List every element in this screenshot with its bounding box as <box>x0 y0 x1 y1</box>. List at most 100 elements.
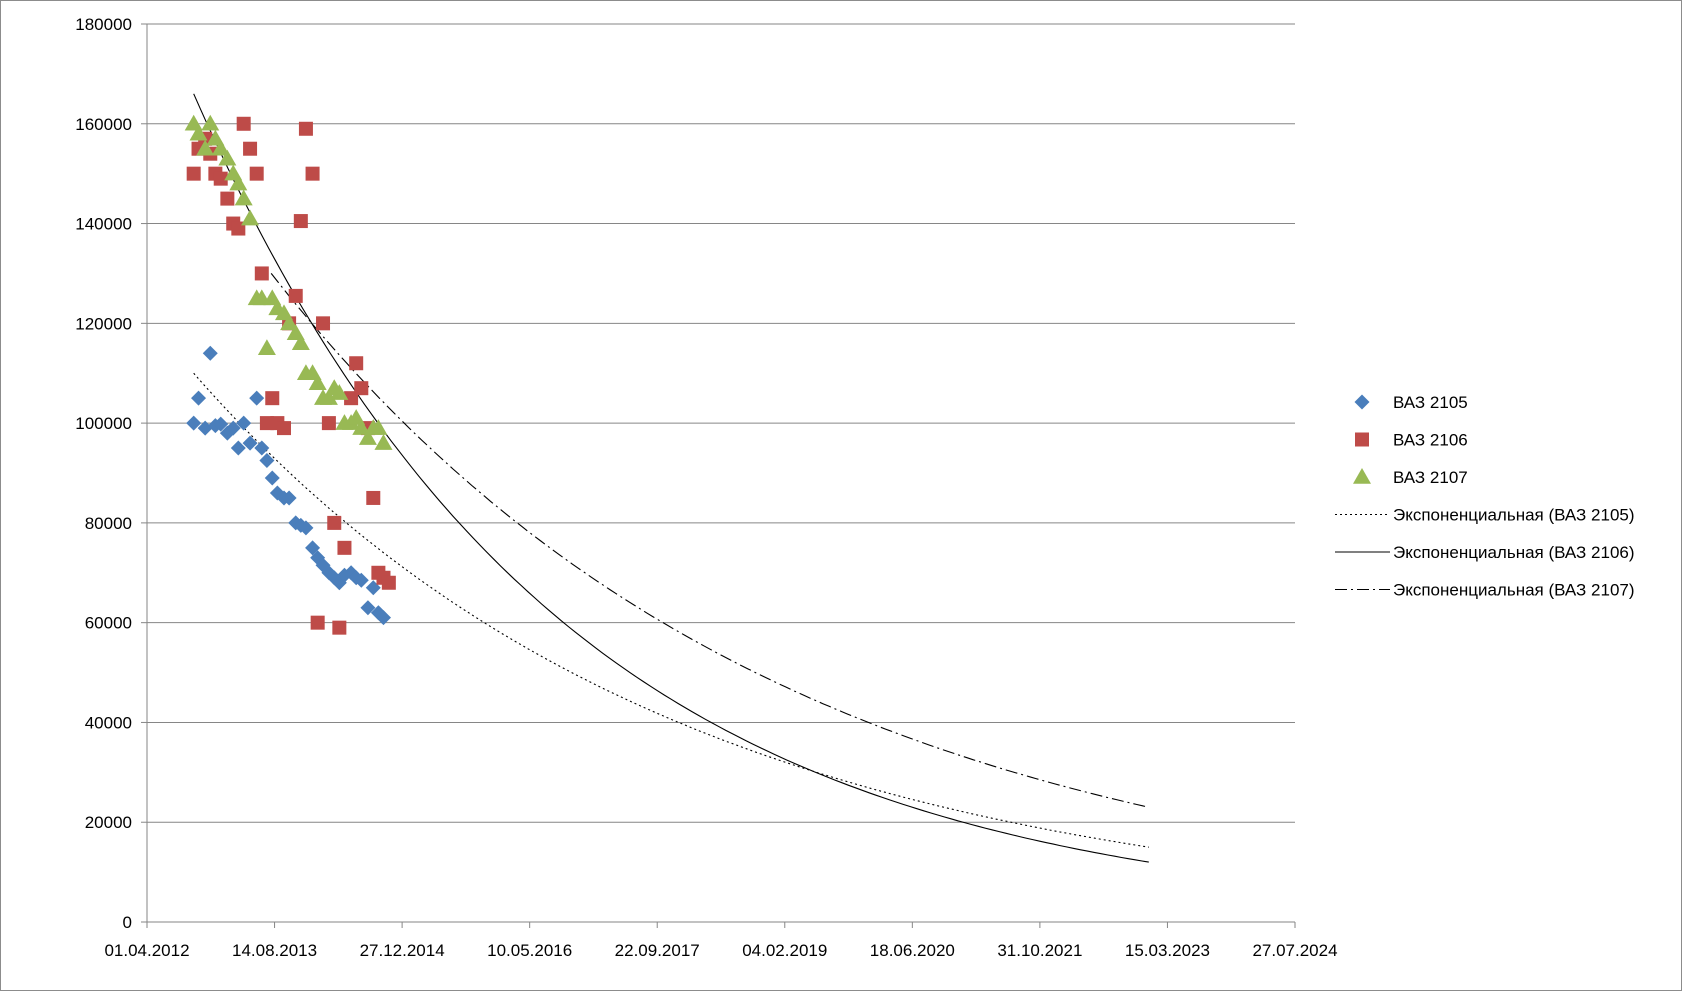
data-point <box>225 420 241 436</box>
data-point <box>191 390 207 406</box>
legend: ВАЗ 2105 ВАЗ 2106 ВАЗ 2107 Экспоненциальная… <box>1335 393 1635 600</box>
trendline <box>270 273 1149 808</box>
data-point <box>360 600 376 616</box>
data-point <box>280 314 299 331</box>
data-point <box>242 435 258 451</box>
data-point <box>196 139 215 156</box>
data-point <box>330 384 349 400</box>
data-point <box>265 391 280 406</box>
data-point <box>259 453 275 469</box>
data-point <box>276 421 291 436</box>
data-point <box>197 420 213 436</box>
legend-label: Экспоненциальная (ВАЗ 2107) <box>1393 581 1635 600</box>
y-tick-label: 140000 <box>75 215 132 234</box>
data-point <box>236 415 252 431</box>
legend-marker <box>1353 468 1371 484</box>
data-point <box>264 470 280 486</box>
legend-label: ВАЗ 2105 <box>1393 393 1468 412</box>
data-point <box>293 214 308 229</box>
data-point <box>366 490 381 505</box>
data-point <box>213 416 229 432</box>
y-tick-label: 120000 <box>75 314 132 333</box>
data-point <box>288 288 303 303</box>
data-point <box>202 345 218 361</box>
data-point <box>257 339 276 356</box>
data-point <box>354 381 369 396</box>
x-tick-label: 15.03.2023 <box>1125 941 1210 960</box>
x-tick-label: 04.02.2019 <box>742 941 827 960</box>
y-tick-label: 160000 <box>75 115 132 134</box>
x-tick-label: 01.04.2012 <box>104 941 189 960</box>
x-axis-ticks: 01.04.2012 14.08.2013 27.12.2014 10.05.2016… <box>104 922 1338 960</box>
data-point <box>249 166 264 181</box>
data-points <box>184 114 396 635</box>
data-point <box>186 166 201 181</box>
data-point <box>254 266 269 281</box>
x-tick-label: 22.09.2017 <box>615 941 700 960</box>
data-point <box>349 356 364 371</box>
x-tick-label: 27.12.2014 <box>360 941 445 960</box>
data-point <box>230 440 246 456</box>
data-point <box>337 540 352 555</box>
data-point <box>291 334 310 351</box>
data-point <box>327 515 342 530</box>
data-point <box>241 209 260 226</box>
data-point <box>321 416 336 431</box>
data-point <box>310 615 325 630</box>
data-point <box>201 114 220 131</box>
y-tick-label: 60000 <box>85 614 132 633</box>
trendline <box>193 372 1149 848</box>
data-point <box>316 316 331 331</box>
x-tick-label: 18.06.2020 <box>870 941 955 960</box>
data-point <box>358 429 377 445</box>
y-tick-label: 20000 <box>85 813 132 832</box>
y-tick-label: 40000 <box>85 713 132 732</box>
data-point <box>218 149 237 166</box>
legend-marker <box>1355 432 1369 447</box>
data-point <box>308 374 327 390</box>
data-point <box>369 419 388 435</box>
data-point <box>332 620 347 635</box>
data-point <box>186 415 202 431</box>
data-point <box>236 116 251 131</box>
data-point <box>353 572 369 588</box>
data-point <box>374 434 393 450</box>
legend-label: Экспоненциальная (ВАЗ 2106) <box>1393 543 1635 562</box>
axes <box>146 24 1295 923</box>
data-point <box>381 575 396 590</box>
data-point <box>298 121 313 136</box>
legend-label: ВАЗ 2106 <box>1393 431 1468 450</box>
y-tick-label: 180000 <box>75 15 132 34</box>
legend-marker <box>1354 394 1370 410</box>
x-tick-label: 14.08.2013 <box>232 941 317 960</box>
data-point <box>220 191 235 206</box>
legend-label: ВАЗ 2107 <box>1393 468 1468 487</box>
data-point <box>352 419 371 435</box>
data-point <box>298 520 314 536</box>
y-tick-label: 80000 <box>85 514 132 533</box>
legend-label: Экспоненциальная (ВАЗ 2105) <box>1393 506 1635 525</box>
data-point <box>211 139 230 156</box>
y-tick-label: 100000 <box>75 414 132 433</box>
data-point <box>229 174 248 191</box>
data-point <box>243 141 258 156</box>
x-tick-label: 10.05.2016 <box>487 941 572 960</box>
data-point <box>189 124 208 141</box>
data-point <box>319 389 338 405</box>
x-tick-label: 31.10.2021 <box>997 941 1082 960</box>
data-point <box>213 171 228 186</box>
data-point <box>375 610 391 626</box>
x-tick-label: 27.07.2024 <box>1252 941 1337 960</box>
y-axis-ticks: 0 20000 40000 60000 80000 100000 120000 140000 1… <box>75 15 147 932</box>
y-tick-label: 0 <box>123 913 132 932</box>
trendlines <box>193 93 1149 863</box>
data-point <box>254 440 270 456</box>
data-point <box>281 490 297 506</box>
trendline <box>193 93 1149 863</box>
data-point <box>234 189 253 206</box>
data-point <box>249 390 265 406</box>
gridlines <box>147 23 1295 823</box>
data-point <box>305 540 321 556</box>
data-point <box>305 166 320 181</box>
